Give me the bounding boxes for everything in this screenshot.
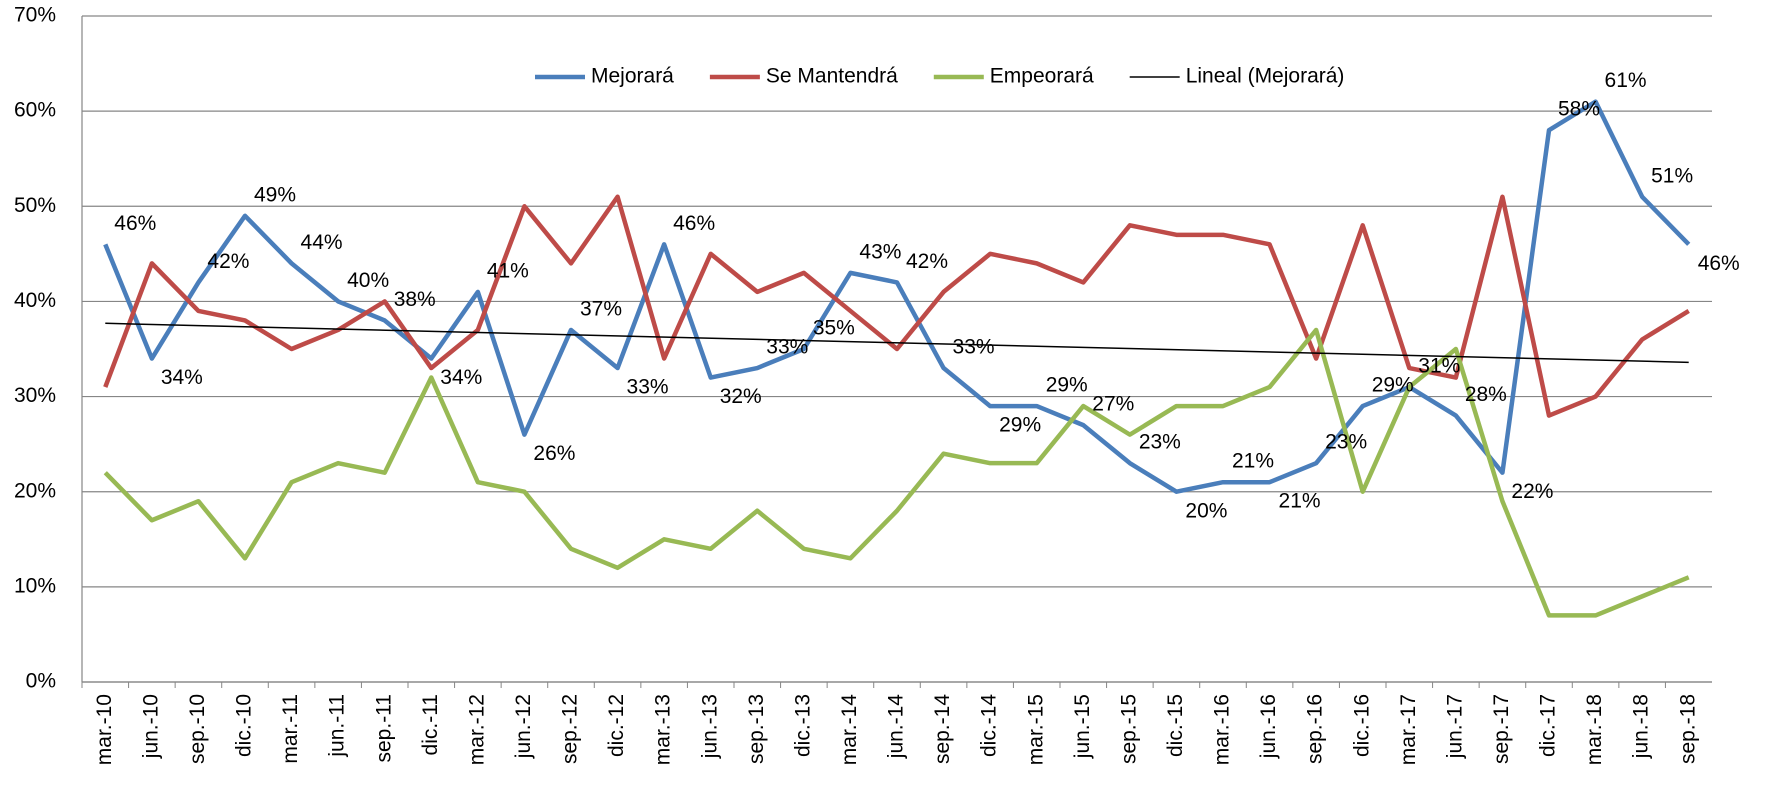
x-tick-label: dic.-17 (1537, 694, 1560, 757)
data-label: 38% (394, 288, 436, 311)
x-tick-label: sep.-13 (745, 694, 768, 764)
data-label: 26% (533, 442, 575, 465)
data-label: 33% (953, 336, 995, 359)
data-label: 29% (1046, 374, 1088, 397)
x-tick-label: dic.-14 (978, 694, 1001, 757)
x-tick-label: mar.-17 (1397, 694, 1420, 765)
y-tick-label: 30% (14, 384, 56, 407)
x-tick-label: jun.-12 (512, 694, 535, 759)
data-label: 42% (906, 250, 948, 273)
x-tick-label: sep.-17 (1490, 694, 1513, 764)
data-label: 28% (1465, 383, 1507, 406)
x-tick-label: dic.-10 (233, 694, 256, 757)
legend-label: Se Mantendrá (766, 65, 898, 88)
data-label: 33% (766, 336, 808, 359)
x-tick-label: dic.-12 (605, 694, 628, 757)
series-line (103, 194, 1690, 418)
data-label: 23% (1139, 431, 1181, 454)
data-label: 46% (673, 212, 715, 235)
data-label: 44% (301, 231, 343, 254)
data-label: 29% (999, 414, 1041, 437)
y-tick-label: 10% (14, 574, 56, 597)
y-tick-label: 50% (14, 194, 56, 217)
data-label: 34% (161, 366, 203, 389)
y-tick-label: 0% (26, 670, 56, 693)
x-tick-label: dic.-13 (791, 694, 814, 757)
x-tick-label: mar.-11 (279, 694, 302, 764)
x-tick-label: sep.-10 (186, 694, 209, 764)
y-tick-label: 40% (14, 289, 56, 312)
x-tick-label: mar.-16 (1211, 694, 1234, 765)
y-tick-label: 60% (14, 99, 56, 122)
data-label: 61% (1605, 69, 1647, 92)
series-line (103, 99, 1691, 494)
x-tick-label: mar.-15 (1024, 694, 1047, 765)
data-label: 40% (347, 269, 389, 292)
data-label: 51% (1651, 164, 1693, 187)
x-tick-label: sep.-16 (1304, 694, 1327, 764)
trend-line (105, 322, 1689, 364)
data-label: 46% (114, 212, 156, 235)
x-tick-label: dic.-16 (1350, 694, 1373, 757)
x-tick-label: jun.-13 (698, 694, 721, 759)
x-tick-label: jun.-15 (1071, 694, 1094, 759)
data-label: 58% (1558, 98, 1600, 121)
x-tick-label: jun.-17 (1443, 694, 1466, 759)
legend-label: Lineal (Mejorará) (1186, 65, 1345, 88)
x-tick-label: mar.-12 (465, 694, 488, 765)
x-tick-label: jun.-11 (326, 694, 349, 758)
x-tick-label: jun.-16 (1257, 694, 1280, 759)
x-tick-label: mar.-13 (652, 694, 675, 765)
x-tick-label: dic.-11 (419, 694, 442, 755)
y-tick-label: 20% (14, 479, 56, 502)
data-label: 37% (580, 298, 622, 321)
x-tick-label: sep.-18 (1676, 694, 1699, 764)
data-label: 46% (1698, 252, 1740, 275)
x-tick-label: sep.-12 (559, 694, 582, 764)
x-tick-label: jun.-10 (139, 694, 162, 759)
data-label: 21% (1279, 490, 1321, 513)
legend-label: Mejorará (591, 65, 674, 88)
data-label: 21% (1232, 450, 1274, 473)
x-tick-label: sep.-11 (372, 694, 395, 763)
x-tick-label: jun.-18 (1630, 694, 1653, 759)
data-label: 31% (1418, 355, 1460, 378)
data-label: 42% (207, 250, 249, 273)
data-label: 33% (627, 376, 669, 399)
y-tick-label: 70% (14, 4, 56, 27)
data-label: 35% (813, 317, 855, 340)
data-label: 34% (440, 366, 482, 389)
x-tick-label: sep.-15 (1117, 694, 1140, 764)
data-label: 49% (254, 183, 296, 206)
data-label: 20% (1185, 499, 1227, 522)
x-tick-label: mar.-18 (1583, 694, 1606, 765)
data-label: 27% (1092, 393, 1134, 416)
data-label: 43% (859, 240, 901, 263)
series-line (103, 327, 1690, 618)
data-label: 29% (1372, 374, 1414, 397)
data-label: 32% (720, 385, 762, 408)
x-tick-label: jun.-14 (885, 694, 908, 760)
legend-label: Empeorará (990, 65, 1094, 88)
data-label: 23% (1325, 431, 1367, 454)
x-tick-label: sep.-14 (931, 694, 954, 764)
data-label: 22% (1511, 480, 1553, 503)
x-tick-label: mar.-10 (93, 694, 116, 765)
x-tick-label: mar.-14 (838, 694, 861, 766)
data-label: 41% (487, 259, 529, 282)
x-tick-label: dic.-15 (1164, 694, 1187, 757)
